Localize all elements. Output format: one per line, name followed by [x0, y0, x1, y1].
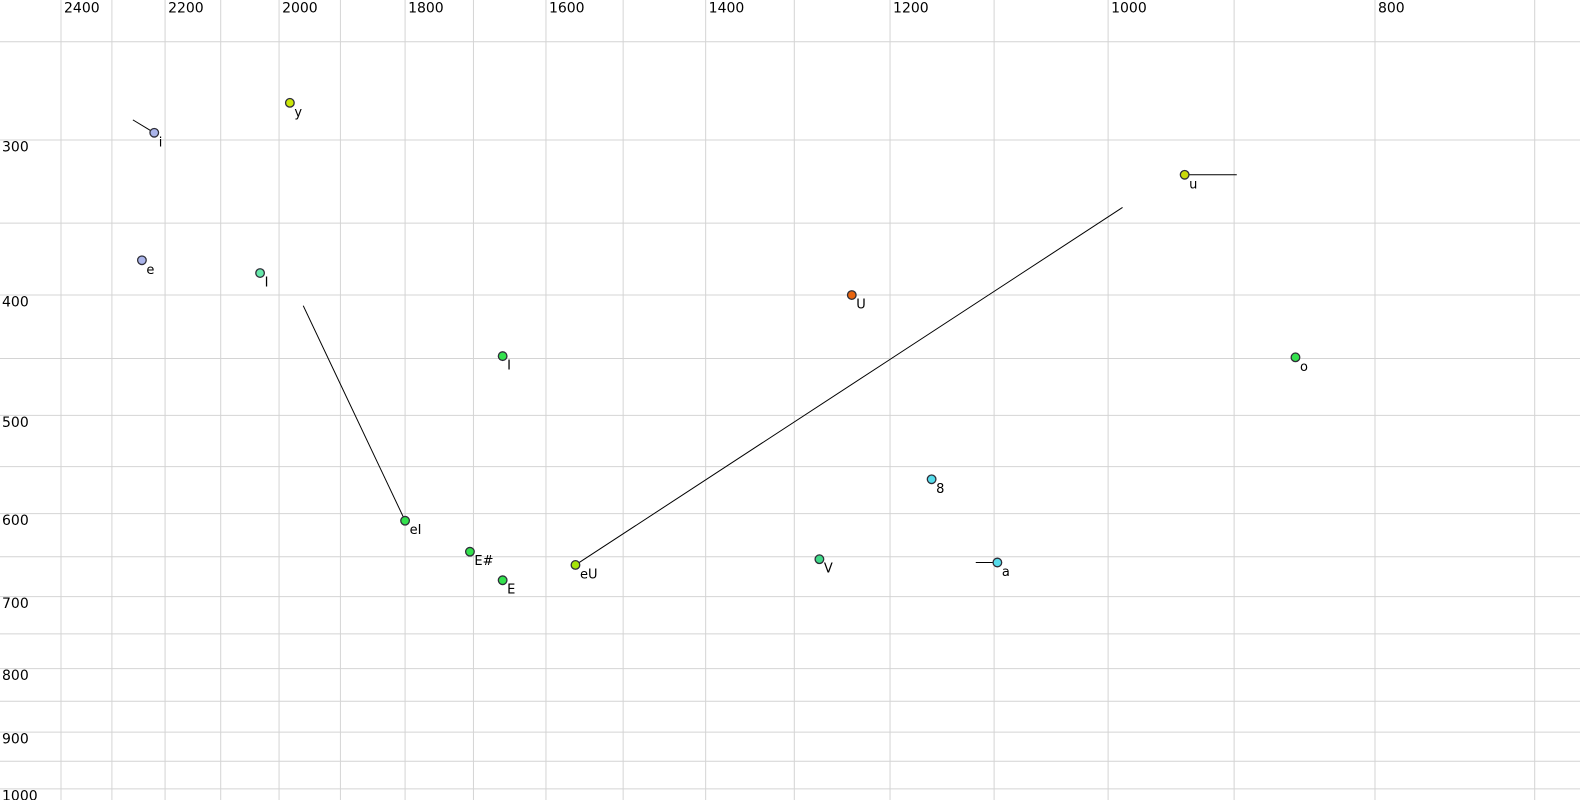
vowel-point: [255, 268, 266, 278]
f1-tick-label: 700: [2, 596, 29, 612]
vowel-point-label: a: [1002, 565, 1010, 580]
f2-tick-label: 2200: [168, 1, 204, 17]
vowel-point: [846, 290, 857, 300]
f2-tick-label: 2000: [282, 1, 318, 17]
vowel-point-label: e: [146, 263, 154, 278]
f1-tick-label: 900: [2, 732, 29, 748]
vowel-point: [1290, 352, 1301, 363]
vowel-point: [400, 515, 411, 526]
f1-tick-label: 1000: [2, 788, 38, 800]
f1-tick-label: 800: [2, 668, 29, 684]
vowel-point: [926, 474, 937, 485]
f2-tick-label: 1000: [1111, 1, 1147, 17]
vowel-point-label: 8: [936, 482, 944, 497]
vowel-point: [497, 575, 508, 586]
vowel-point: [149, 127, 160, 138]
vowel-point: [570, 559, 581, 570]
vowel-point-label: I: [265, 276, 269, 291]
f1-tick-label: 500: [2, 415, 29, 431]
f2-tick-label: 1600: [549, 1, 585, 17]
vowel-point: [136, 255, 147, 266]
f2-tick-label: 1400: [709, 1, 745, 17]
vowel-point-label: y: [294, 105, 302, 120]
vowel-point: [992, 557, 1003, 568]
vowel-point: [497, 351, 508, 362]
formant-trajectory-line: [302, 305, 406, 521]
vowel-point: [1179, 169, 1190, 180]
f2-tick-label: 1200: [893, 1, 929, 17]
vowel-point-label: U: [856, 298, 866, 313]
vowel-point-label: eU: [580, 567, 598, 582]
f2-tick-label: 800: [1378, 1, 1405, 17]
f2-tick-label: 2400: [64, 1, 100, 17]
f1-tick-label: 400: [2, 295, 29, 311]
f1-tick-label: 300: [2, 140, 29, 156]
vowel-point-label: E#: [474, 554, 493, 569]
vowel-point-label: E: [507, 583, 515, 598]
vowel-point: [464, 546, 475, 557]
f2-tick-label: 1800: [408, 1, 444, 17]
vowel-point-label: o: [1300, 360, 1308, 375]
vowel-point: [284, 97, 295, 108]
vowel-point-label: eI: [410, 523, 422, 538]
vowel-point: [814, 554, 825, 565]
formant-trajectory-line: [575, 207, 1123, 566]
f1-tick-label: 600: [2, 513, 29, 529]
vowel-point-label: u: [1189, 177, 1197, 192]
vowel-point-label: I: [507, 359, 511, 374]
vowel-point-label: i: [159, 135, 163, 150]
vowel-point-label: V: [824, 562, 833, 577]
